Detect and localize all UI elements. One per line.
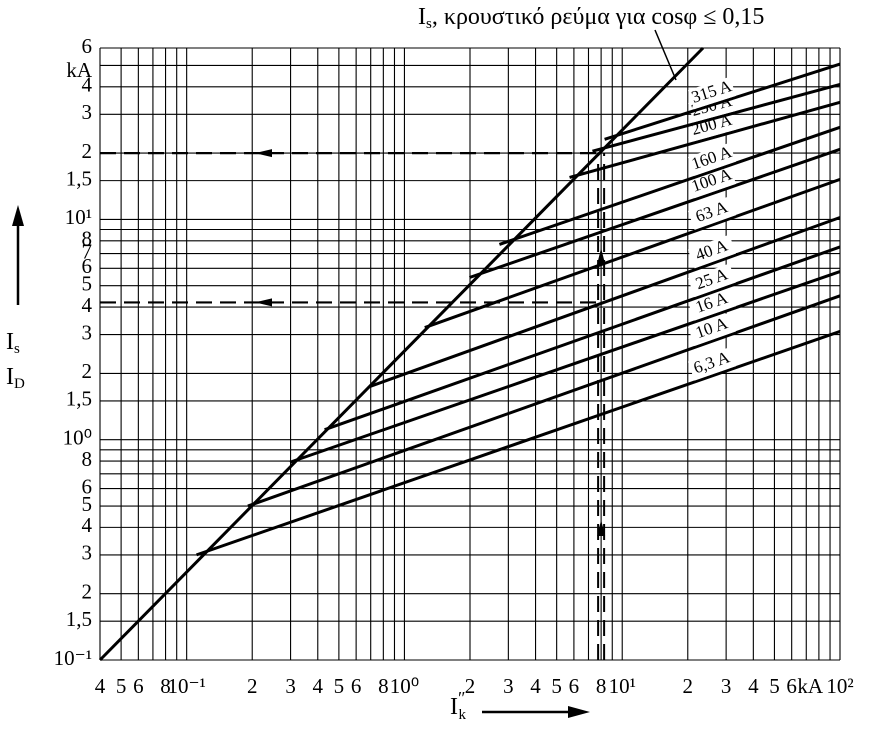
reference-arrowhead xyxy=(597,248,606,265)
fuse-line xyxy=(289,270,841,464)
reference-arrowhead xyxy=(255,298,272,307)
annotation-leader xyxy=(654,29,677,81)
y-tick-label: 2 xyxy=(82,359,93,383)
y-tick-label: 8 xyxy=(82,447,93,471)
fuse-line xyxy=(569,100,841,179)
x-tick-label: 10² xyxy=(826,674,853,698)
x-tick-label: 4 xyxy=(748,674,759,698)
y-tick-label: 1,5 xyxy=(66,166,92,190)
x-tick-label: 8 xyxy=(378,674,389,698)
fuse-line xyxy=(592,82,841,153)
fuse-line xyxy=(424,177,841,329)
x-axis-arrowhead xyxy=(568,706,590,718)
x-tick-label: 2 xyxy=(247,674,258,698)
x-tick-label: 10⁻¹ xyxy=(167,674,205,698)
y-tick-label: 10¹ xyxy=(65,205,92,229)
fuse-line xyxy=(247,294,841,508)
x-tick-label: 3 xyxy=(503,674,514,698)
y-tick-label: 10⁻¹ xyxy=(54,646,92,670)
x-tick-label: 5 xyxy=(769,674,780,698)
x-unit: kA xyxy=(797,674,824,698)
y-tick-label: 4 xyxy=(82,73,93,97)
y-tick-label: 5 xyxy=(82,492,93,516)
y-tick-label: 6 xyxy=(82,254,93,278)
annotation-rest: , κρουστικό ρεύμα για cosφ ≤ 0,15 xyxy=(432,4,765,30)
annotation: Is, κρουστικό ρεύμα για cosφ ≤ 0,15 xyxy=(418,4,764,33)
x-tick-label: 6 xyxy=(133,674,144,698)
annotation-sub: s xyxy=(426,16,432,32)
series-label-bg xyxy=(687,164,737,199)
y-tick-label: 3 xyxy=(82,100,93,124)
y-tick-label: 10⁰ xyxy=(63,426,92,450)
series-label-bg xyxy=(687,263,737,298)
y-label: ID xyxy=(6,364,25,393)
series-label-bg xyxy=(687,234,737,269)
x-label-sub: k xyxy=(459,707,467,723)
x-tick-label: 3 xyxy=(285,674,296,698)
series-label-bg xyxy=(688,76,736,110)
annotation-main: I xyxy=(418,4,426,30)
reference-arrowhead xyxy=(597,520,606,536)
x-tick-label: 5 xyxy=(116,674,127,698)
series-label-bg xyxy=(687,142,737,176)
y-tick-label: 6 xyxy=(82,474,93,498)
series-label-bg xyxy=(687,347,737,381)
reference-arrowhead xyxy=(255,149,272,158)
series-label-bg xyxy=(688,110,736,142)
fuse-line xyxy=(469,147,841,279)
y-axis-arrowhead xyxy=(12,205,24,226)
y-tick-label: 7 xyxy=(82,239,93,263)
x-tick-label: 4 xyxy=(313,674,324,698)
series-label-bg xyxy=(687,312,737,347)
y-tick-label: 3 xyxy=(82,320,93,344)
fuse-line xyxy=(604,62,841,141)
series-label-bg xyxy=(687,196,737,230)
series-label-bg xyxy=(687,287,737,321)
x-tick-label: 4 xyxy=(95,674,106,698)
x-tick-label: 5 xyxy=(551,674,562,698)
fuse-line xyxy=(498,125,841,246)
y-label-main: I xyxy=(6,329,14,355)
y-tick-label: 1,5 xyxy=(66,607,92,631)
y-tick-label: 8 xyxy=(82,227,93,251)
fuse-line xyxy=(324,245,841,432)
x-tick-label: 10¹ xyxy=(609,674,636,698)
x-tick-label: 5 xyxy=(334,674,345,698)
y-tick-label: 2 xyxy=(82,139,93,163)
y-tick-label: 3 xyxy=(82,541,93,565)
y-tick-label: 6 xyxy=(82,34,93,58)
x-tick-label: 6 xyxy=(351,674,362,698)
y-tick-label: 1,5 xyxy=(66,387,92,411)
x-label-main: I xyxy=(450,694,458,720)
y-label: Is xyxy=(6,329,20,358)
x-tick-label: 6 xyxy=(786,674,797,698)
x-tick-label: 4 xyxy=(530,674,541,698)
x-tick-label: 8 xyxy=(160,674,171,698)
fuse-line xyxy=(368,216,841,389)
x-tick-label: 10⁰ xyxy=(390,674,419,698)
x-label: I″ k xyxy=(450,688,467,723)
y-unit: kA xyxy=(66,58,93,82)
x-tick-label: 6 xyxy=(569,674,580,698)
x-tick-label: 2 xyxy=(683,674,694,698)
x-tick-label: 8 xyxy=(596,674,607,698)
y-label-sub: s xyxy=(14,341,20,357)
y-tick-label: 5 xyxy=(82,272,93,296)
x-label-sup: ″ xyxy=(458,688,466,708)
y-label-sub: D xyxy=(14,376,25,392)
x-tick-label: 2 xyxy=(465,674,476,698)
y-tick-label: 4 xyxy=(82,513,93,537)
y-label-main: I xyxy=(6,364,14,390)
y-tick-label: 2 xyxy=(82,579,93,603)
y-tick-label: 4 xyxy=(82,293,93,317)
fuse-line xyxy=(196,330,841,557)
x-tick-label: 3 xyxy=(721,674,732,698)
